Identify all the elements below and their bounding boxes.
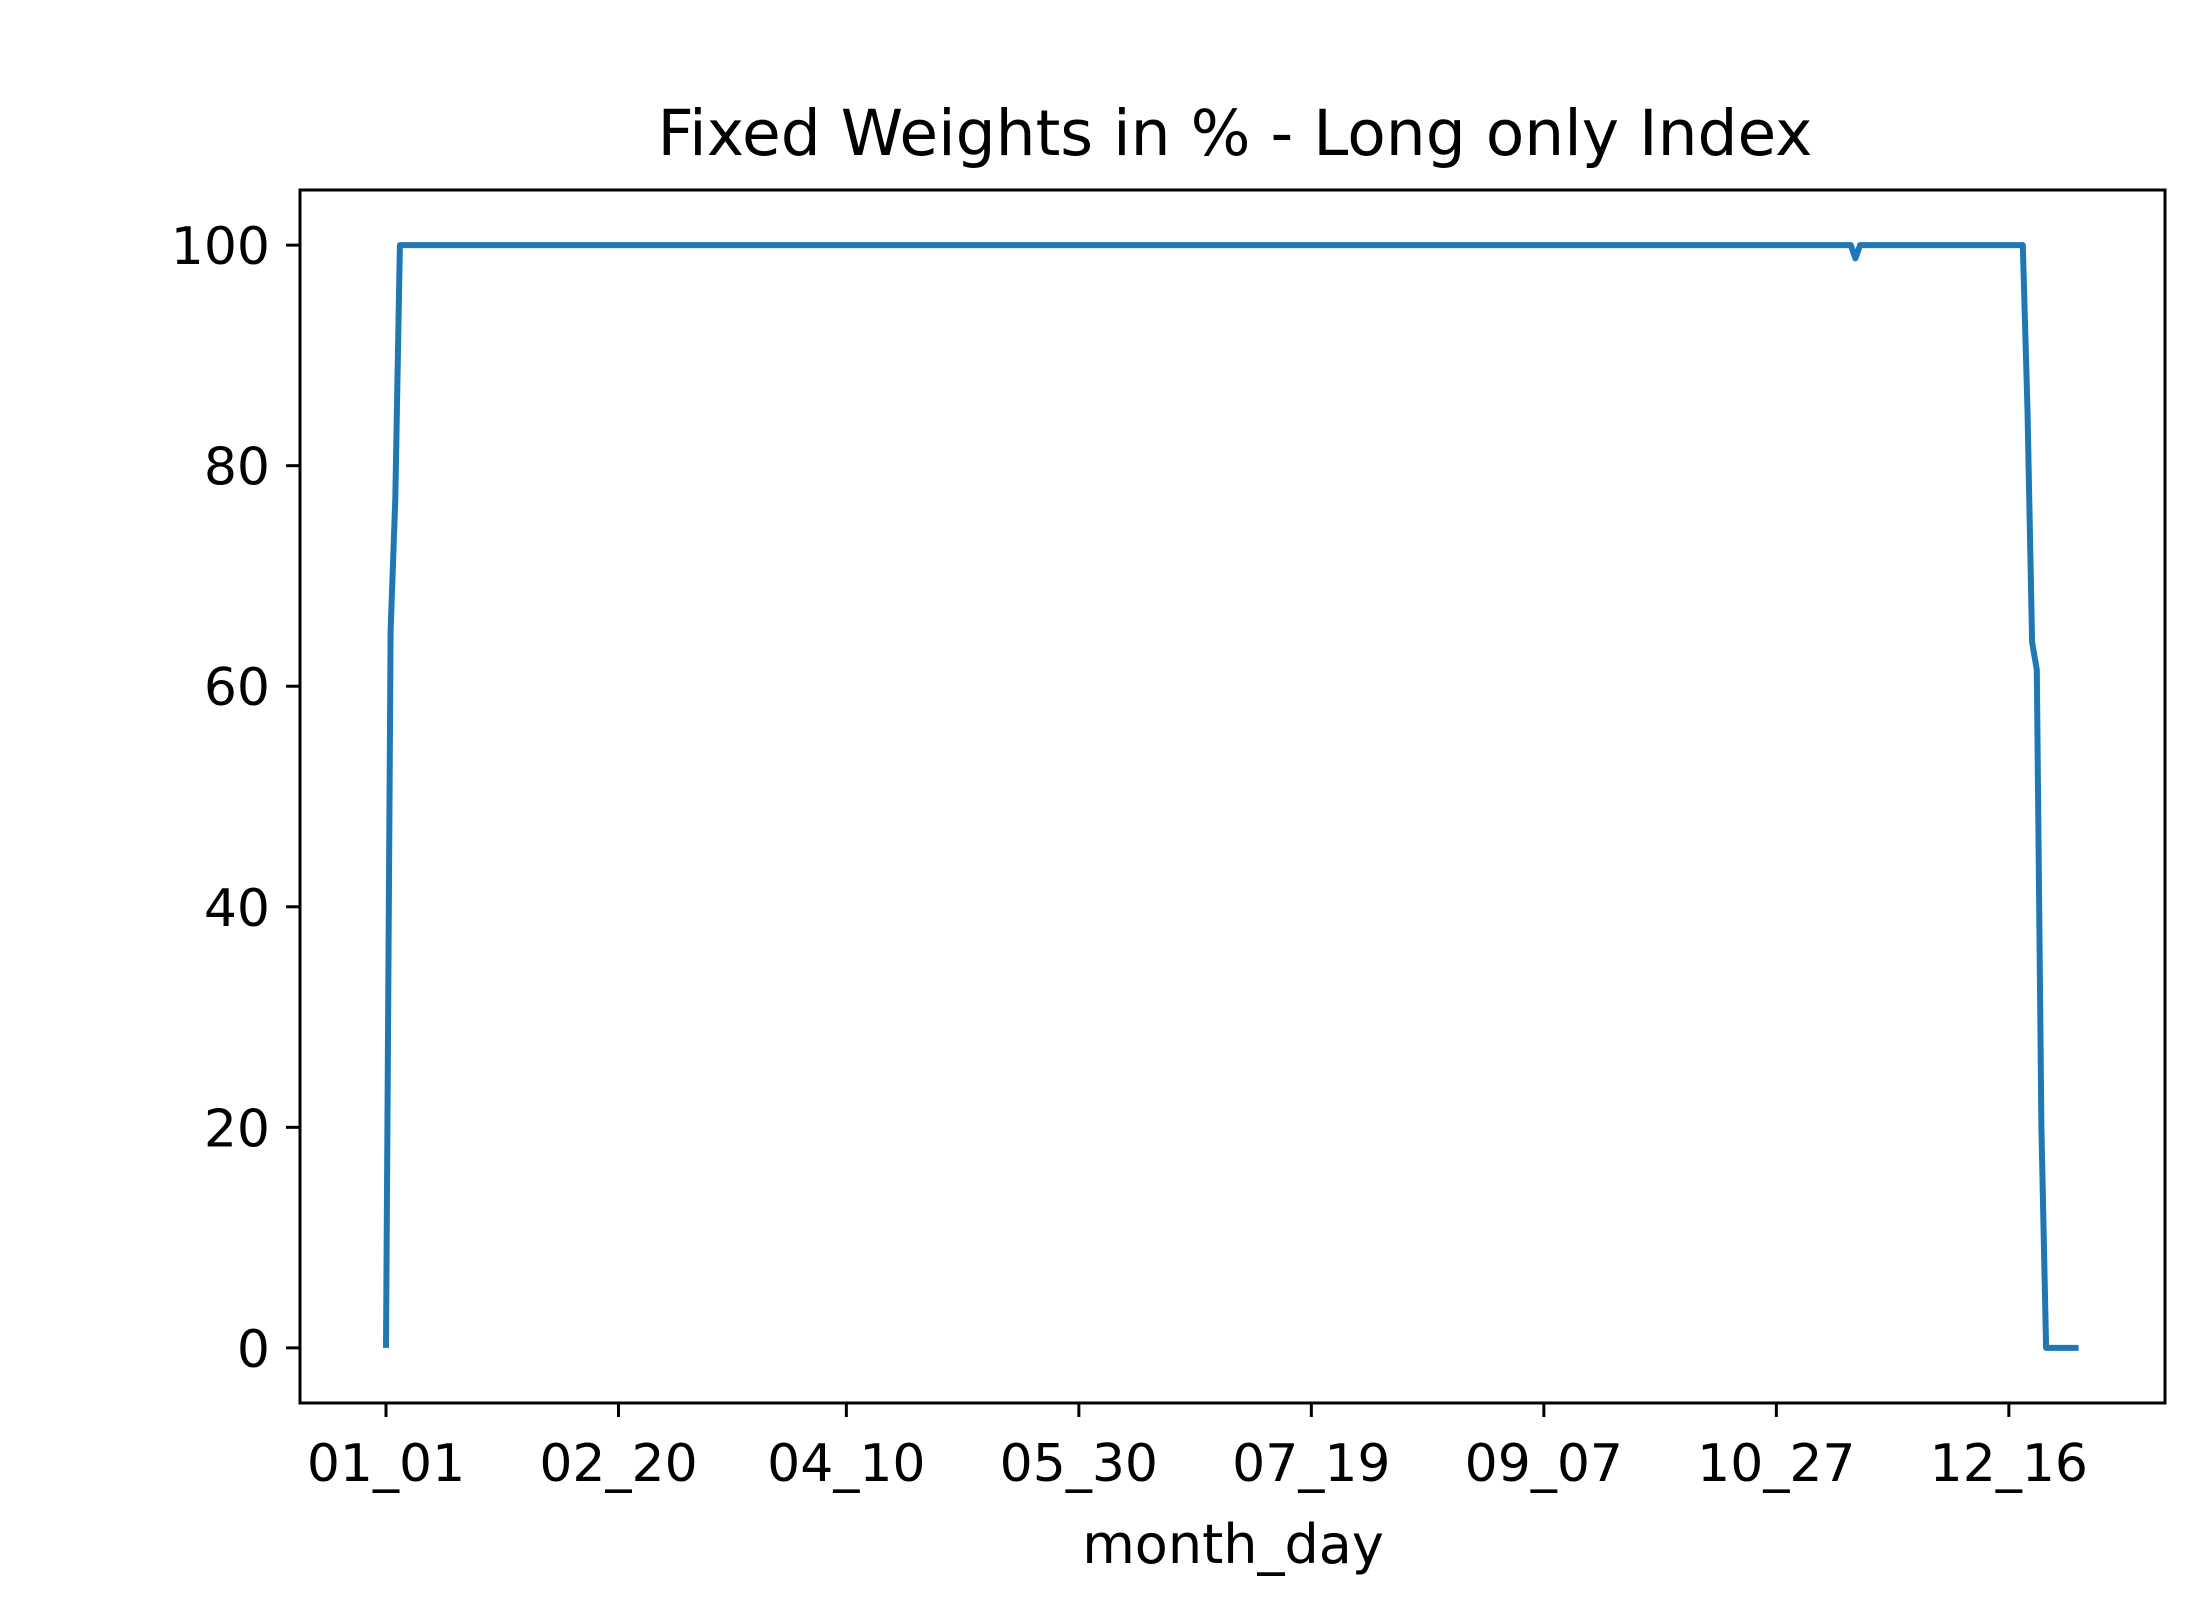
x-tick-label: 10_27 (1697, 1434, 1855, 1494)
x-tick-label: 02_20 (539, 1434, 697, 1494)
chart-title: Fixed Weights in % - Long only Index (658, 97, 1813, 170)
x-axis-ticks: 01_01 02_20 04_10 05_30 07_19 09_07 10_27 12_16 (307, 1403, 2088, 1494)
x-tick-label: 05_30 (1000, 1434, 1158, 1494)
series-line (383, 242, 2079, 1351)
y-tick-label: 40 (204, 879, 270, 939)
y-tick-label: 60 (204, 658, 270, 718)
x-tick-label: 04_10 (767, 1434, 925, 1494)
x-tick-label: 01_01 (307, 1434, 465, 1494)
y-tick-label: 100 (171, 217, 270, 277)
x-axis-label: month_day (1082, 1513, 1384, 1576)
y-tick-label: 80 (204, 438, 270, 498)
x-tick-label: 09_07 (1465, 1434, 1623, 1494)
x-tick-label: 12_16 (1930, 1434, 2088, 1494)
plot-area (383, 242, 2079, 1351)
x-tick-label: 07_19 (1232, 1434, 1390, 1494)
y-tick-label: 0 (237, 1320, 270, 1380)
y-axis-ticks: 0 20 40 60 80 100 (171, 217, 300, 1380)
y-tick-label: 20 (204, 1099, 270, 1159)
axes-frame (298, 188, 2167, 1405)
